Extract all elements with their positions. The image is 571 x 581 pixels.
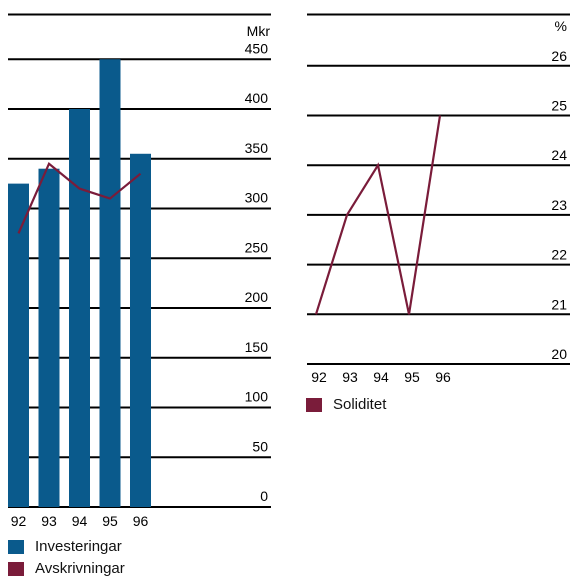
x-tick-right-93: 93 — [342, 369, 358, 385]
bar-investeringar-94 — [69, 109, 90, 507]
y-tick-left-0: 0 — [260, 488, 268, 504]
y-tick-left-350: 350 — [245, 140, 269, 156]
x-tick-left-93: 93 — [41, 513, 57, 529]
legend-item-investeringar: Investeringar — [8, 538, 122, 555]
y-tick-right-24: 24 — [551, 147, 567, 163]
unit-label-left: Mkr — [247, 23, 271, 39]
legend-swatch-investeringar — [8, 539, 24, 554]
bar-investeringar-93 — [38, 168, 60, 507]
legend-label-soliditet: Soliditet — [333, 396, 387, 413]
y-tick-left-300: 300 — [245, 190, 269, 206]
legend-label-avskrivningar: Avskrivningar — [35, 560, 125, 577]
line-avskrivningar — [17, 161, 142, 234]
y-tick-right-22: 22 — [551, 247, 567, 263]
y-tick-left-50: 50 — [252, 438, 268, 454]
bar-investeringar-96 — [130, 153, 151, 507]
y-tick-right-21: 21 — [551, 296, 567, 312]
y-tick-left-200: 200 — [245, 289, 269, 305]
y-tick-left-150: 150 — [245, 339, 269, 355]
x-tick-left-92: 92 — [11, 513, 27, 529]
legend-swatch-avskrivningar — [8, 561, 24, 576]
legend-swatch-soliditet — [306, 397, 322, 412]
legend-label-investeringar: Investeringar — [35, 538, 122, 555]
unit-label-right: % — [555, 18, 567, 34]
y-tick-right-26: 26 — [551, 48, 567, 64]
y-tick-left-100: 100 — [245, 389, 269, 405]
x-tick-left-96: 96 — [133, 513, 149, 529]
y-tick-left-450: 450 — [245, 40, 269, 56]
y-tick-right-20: 20 — [551, 346, 567, 362]
bar-investeringar-95 — [99, 59, 121, 507]
x-tick-right-96: 96 — [435, 369, 451, 385]
y-tick-left-400: 400 — [245, 90, 269, 106]
x-tick-left-94: 94 — [72, 513, 88, 529]
bar-investeringar-92 — [8, 183, 29, 507]
y-tick-left-250: 250 — [245, 239, 269, 255]
legend-item-avskrivningar: Avskrivningar — [8, 560, 125, 577]
legend-item-soliditet: Soliditet — [306, 396, 386, 413]
x-tick-left-95: 95 — [102, 513, 118, 529]
x-tick-right-95: 95 — [404, 369, 420, 385]
x-tick-right-92: 92 — [311, 369, 327, 385]
y-tick-right-25: 25 — [551, 98, 567, 114]
y-tick-right-23: 23 — [551, 197, 567, 213]
x-tick-right-94: 94 — [373, 369, 389, 385]
line-soliditet — [314, 115, 442, 315]
